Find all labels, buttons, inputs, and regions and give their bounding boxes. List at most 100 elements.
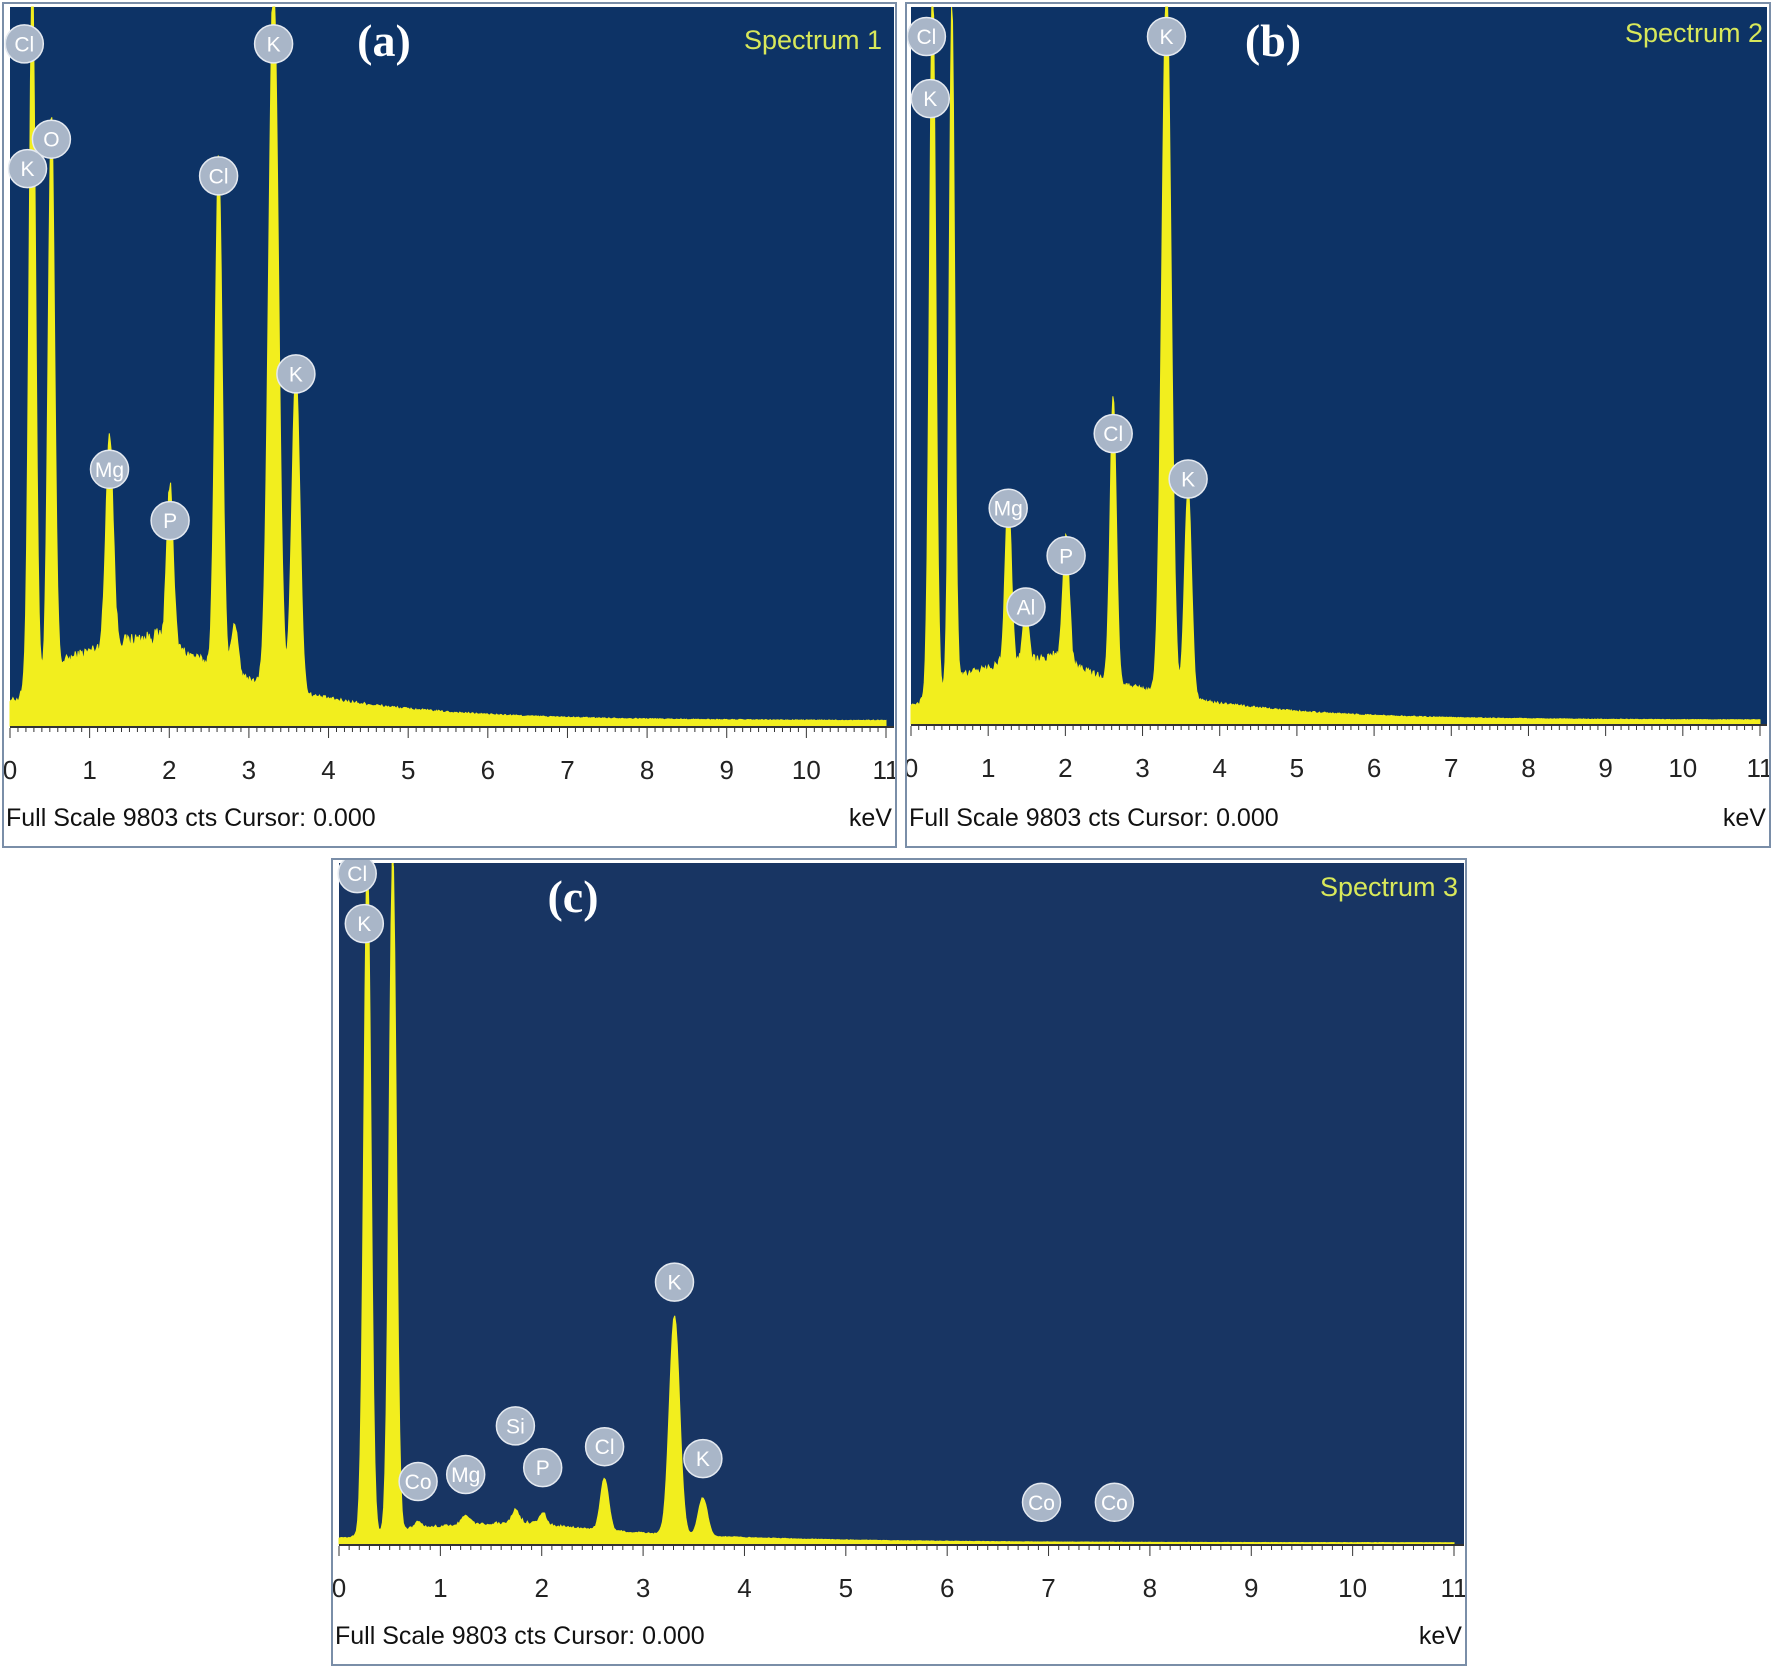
- x-tick-label: 1: [981, 753, 995, 783]
- element-badge-circle: [31, 119, 72, 159]
- element-symbol: O: [43, 129, 59, 152]
- element-label: Mg: [988, 488, 1028, 528]
- element-symbol: K: [1159, 26, 1173, 49]
- element-badge-circle: [1168, 459, 1208, 499]
- element-badge-circle: [150, 500, 190, 541]
- x-tick-label: 4: [737, 1573, 751, 1603]
- x-tick-label: 11: [1441, 1573, 1466, 1603]
- x-tick-label: 6: [1367, 753, 1381, 783]
- plot-background: [911, 7, 1767, 724]
- element-label: K: [1168, 459, 1208, 499]
- spectrum-panel-c: 0 1 2 3 4 5 6 7 8 9 10 11 Full Scale 9803 cts Cursor…: [331, 858, 1467, 1666]
- element-badge-circle: [1094, 1482, 1135, 1523]
- element-badge-circle: [398, 1461, 438, 1502]
- element-label: Cl: [4, 24, 45, 64]
- footer-status: Full Scale 9803 cts Cursor: 0.000: [335, 1622, 705, 1650]
- element-label: Cl: [907, 16, 947, 57]
- element-badge-circle: [198, 156, 239, 196]
- element-label: Si: [495, 1406, 536, 1446]
- element-label: P: [150, 500, 190, 541]
- element-badge-circle: [89, 449, 130, 490]
- element-badge-circle: [654, 1262, 695, 1302]
- footer-status: Full Scale 9803 cts Cursor: 0.000: [909, 804, 1279, 832]
- footer-status: Full Scale 9803 cts Cursor: 0.000: [6, 804, 376, 832]
- x-tick-label: 8: [640, 755, 654, 785]
- element-badge-circle: [1046, 536, 1086, 576]
- element-symbol: K: [1181, 469, 1195, 492]
- x-tick-label: 10: [792, 755, 821, 785]
- element-label: Mg: [445, 1454, 486, 1495]
- element-symbol: K: [289, 363, 303, 386]
- element-label: K: [910, 78, 951, 119]
- element-badge-circle: [683, 1438, 723, 1479]
- element-badge-circle: [1021, 1482, 1062, 1523]
- element-symbol: Cl: [347, 863, 367, 886]
- x-tick-label: 4: [321, 755, 335, 785]
- element-symbol: Al: [1017, 597, 1036, 620]
- element-symbol: Co: [1028, 1492, 1055, 1515]
- element-symbol: P: [163, 510, 177, 533]
- element-symbol: Co: [405, 1471, 432, 1494]
- x-tick-label: 9: [1598, 753, 1612, 783]
- x-tick-label: 8: [1521, 753, 1535, 783]
- element-symbol: Mg: [95, 459, 124, 482]
- element-label: K: [683, 1438, 723, 1479]
- x-tick-label: 5: [1290, 753, 1304, 783]
- element-symbol: Cl: [1103, 423, 1123, 446]
- x-tick-label: 3: [636, 1573, 650, 1603]
- spectrum-area: [9, 6, 887, 727]
- element-badge-circle: [907, 16, 947, 57]
- panel-label: (b): [1245, 15, 1301, 66]
- spectrum-chart-2: 0 1 2 3 4 5 6 7 8 9 10 11 Full Scale 9803 cts Cursor…: [333, 860, 1466, 1650]
- element-label: P: [1046, 536, 1086, 576]
- element-badge-circle: [7, 148, 48, 189]
- element-symbol: Cl: [595, 1436, 615, 1459]
- element-label: Co: [398, 1461, 438, 1502]
- element-symbol: Cl: [916, 26, 936, 49]
- element-badge-circle: [344, 903, 385, 944]
- x-tick-label: 0: [907, 753, 918, 783]
- element-symbol: Cl: [14, 33, 34, 56]
- element-symbol: Mg: [451, 1464, 480, 1487]
- element-label: Mg: [89, 449, 130, 490]
- x-tick-label: 3: [1135, 753, 1149, 783]
- x-tick-label: 6: [940, 1573, 954, 1603]
- element-symbol: K: [357, 913, 371, 936]
- x-axis-unit: keV: [1419, 1622, 1462, 1650]
- x-tick-label: 11: [873, 755, 896, 785]
- spectrum-title: Spectrum 3: [1320, 872, 1458, 902]
- plot-background: [10, 7, 894, 726]
- element-symbol: Si: [506, 1415, 525, 1438]
- element-badge-circle: [1146, 16, 1187, 57]
- x-tick-label: 10: [1338, 1573, 1367, 1603]
- spectrum-area: [910, 6, 1761, 725]
- element-label: K: [253, 24, 294, 64]
- x-tick-label: 0: [333, 1573, 346, 1603]
- element-label: K: [654, 1262, 695, 1302]
- element-label: Cl: [584, 1426, 625, 1467]
- element-label: Cl: [337, 860, 377, 894]
- element-badge-circle: [910, 78, 951, 119]
- x-tick-label: 4: [1212, 753, 1226, 783]
- element-label: Cl: [198, 156, 239, 196]
- element-label: P: [522, 1447, 563, 1488]
- element-badge-circle: [988, 488, 1028, 528]
- element-label: Al: [1006, 587, 1046, 627]
- element-label: Co: [1021, 1482, 1062, 1523]
- x-tick-label: 8: [1143, 1573, 1157, 1603]
- x-tick-label: 11: [1747, 753, 1770, 783]
- x-axis-unit: keV: [849, 804, 892, 832]
- element-symbol: K: [20, 158, 34, 181]
- element-badge-circle: [584, 1426, 625, 1467]
- element-label: K: [344, 903, 385, 944]
- element-symbol: Mg: [994, 498, 1023, 521]
- spectrum-title: Spectrum 1: [744, 25, 882, 55]
- element-symbol: P: [1059, 545, 1073, 568]
- element-badge-circle: [1006, 587, 1046, 627]
- spectrum-title: Spectrum 2: [1625, 18, 1763, 48]
- element-label: Co: [1094, 1482, 1135, 1523]
- x-tick-label: 2: [534, 1573, 548, 1603]
- x-tick-label: 1: [433, 1573, 447, 1603]
- x-tick-label: 6: [481, 755, 495, 785]
- element-label: K: [1146, 16, 1187, 57]
